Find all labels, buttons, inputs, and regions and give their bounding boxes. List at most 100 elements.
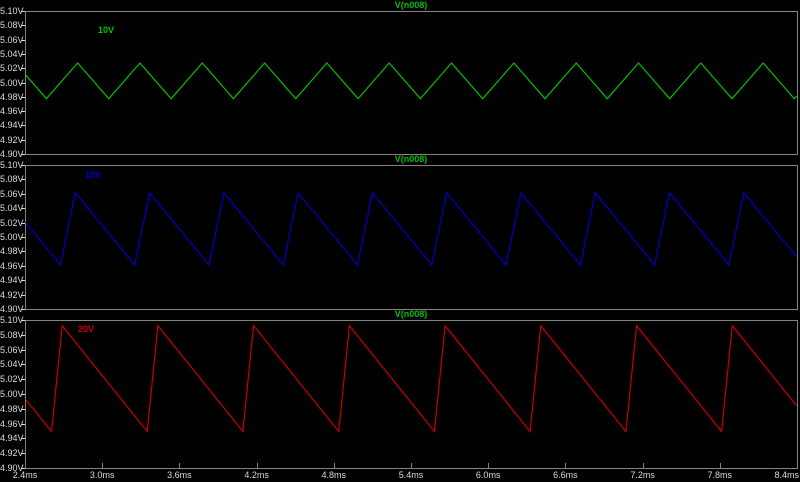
y-axis-tick xyxy=(21,408,25,410)
y-axis-tick xyxy=(21,179,25,181)
y-tick-label[interactable]: 5.04V xyxy=(0,48,24,59)
y-tick-label[interactable]: 4.96V xyxy=(0,106,24,117)
pane2-annotation-15v: 15V xyxy=(85,170,102,180)
y-tick-label[interactable]: 5.04V xyxy=(0,359,24,370)
y-tick-label[interactable]: 4.92V xyxy=(0,134,24,145)
pane1-trace-svg[interactable] xyxy=(25,11,797,155)
y-axis-tick xyxy=(21,237,25,238)
y-tick-label[interactable]: 5.00V xyxy=(0,232,24,242)
y-tick-label[interactable]: 5.08V xyxy=(0,20,24,31)
y-tick-label[interactable]: 5.02V xyxy=(0,374,24,385)
y-tick-label[interactable]: 4.90V xyxy=(0,149,24,159)
pane3-annotation-20v: 20V xyxy=(78,324,95,334)
y-axis-tick xyxy=(21,453,25,455)
y-axis-tick xyxy=(21,25,25,27)
x-axis-tick xyxy=(179,463,181,468)
x-axis-tick xyxy=(333,463,335,468)
y-axis-tick xyxy=(21,280,25,282)
y-axis-tick xyxy=(21,222,25,224)
x-axis-tick xyxy=(256,463,258,468)
y-tick-label[interactable]: 5.02V xyxy=(0,217,24,228)
y-tick-label[interactable]: 4.92V xyxy=(0,448,24,459)
x-axis-tick xyxy=(797,463,798,468)
y-tick-label[interactable]: 5.10V xyxy=(0,6,24,16)
y-axis-tick xyxy=(21,82,25,84)
y-tick-label[interactable]: 5.00V xyxy=(0,389,24,399)
y-axis-tick xyxy=(21,139,25,141)
y-tick-label[interactable]: 5.04V xyxy=(0,203,24,214)
y-tick-label[interactable]: 4.96V xyxy=(0,418,24,429)
y-tick-label[interactable]: 4.94V xyxy=(0,433,24,444)
x-axis-tick xyxy=(25,463,26,468)
y-axis-tick xyxy=(21,309,25,310)
y-axis-tick xyxy=(21,125,25,127)
y-axis-tick xyxy=(21,394,25,395)
y-tick-label[interactable]: 4.94V xyxy=(0,275,24,286)
y-axis-tick xyxy=(21,294,25,296)
y-axis-tick xyxy=(21,423,25,425)
y-tick-label[interactable]: 4.90V xyxy=(0,304,24,314)
pane3-title[interactable]: V(n008) xyxy=(394,309,428,319)
trace-v-n008-green[interactable] xyxy=(25,62,797,100)
pane1-annotation-10v: 10V xyxy=(98,25,115,35)
y-axis-tick xyxy=(21,320,25,321)
x-axis-tick xyxy=(411,463,412,468)
x-tick-label[interactable]: 6.0ms xyxy=(475,470,501,480)
y-axis-tick xyxy=(21,53,25,55)
y-axis-tick xyxy=(21,193,25,195)
pane1-plot-area[interactable] xyxy=(25,11,798,155)
y-axis-tick xyxy=(21,68,25,70)
y-axis-tick xyxy=(21,364,25,366)
y-tick-label[interactable]: 5.10V xyxy=(0,160,24,170)
x-tick-label[interactable]: 6.6ms xyxy=(553,470,578,480)
x-tick-label[interactable]: 4.8ms xyxy=(321,470,347,480)
y-tick-label[interactable]: 5.06V xyxy=(0,344,24,355)
y-tick-label[interactable]: 4.98V xyxy=(0,91,24,102)
y-tick-label[interactable]: 5.10V xyxy=(0,315,24,325)
y-axis-tick xyxy=(21,39,25,41)
pane2-trace-svg[interactable] xyxy=(25,165,797,310)
x-tick-label[interactable]: 3.6ms xyxy=(167,470,192,480)
y-axis-tick xyxy=(21,468,25,469)
y-tick-label[interactable]: 4.90V xyxy=(0,463,24,473)
pane2-plot-area[interactable] xyxy=(25,165,798,310)
y-tick-label[interactable]: 5.06V xyxy=(0,188,24,199)
trace-v-n008-red[interactable] xyxy=(25,324,797,434)
pane3-plot-area[interactable] xyxy=(25,320,798,469)
y-tick-label[interactable]: 5.08V xyxy=(0,329,24,340)
y-tick-label[interactable]: 4.94V xyxy=(0,120,24,131)
y-axis-tick xyxy=(21,111,25,113)
pane2-title[interactable]: V(n008) xyxy=(394,154,428,164)
y-axis-tick xyxy=(21,208,25,210)
x-axis-tick xyxy=(488,463,490,468)
y-tick-label[interactable]: 5.06V xyxy=(0,34,24,45)
x-tick-label[interactable]: 4.2ms xyxy=(244,470,269,480)
x-tick-label[interactable]: 7.2ms xyxy=(630,470,655,480)
y-tick-label[interactable]: 4.92V xyxy=(0,289,24,300)
x-tick-label[interactable]: 2.4ms xyxy=(12,470,38,480)
y-tick-label[interactable]: 5.00V xyxy=(0,77,24,88)
y-tick-label[interactable]: 4.96V xyxy=(0,260,24,271)
y-axis-tick xyxy=(21,154,25,155)
x-axis-tick xyxy=(719,463,721,468)
y-axis-tick xyxy=(21,165,25,166)
y-axis-tick xyxy=(21,96,25,98)
trace-v-n008-blue[interactable] xyxy=(25,191,797,267)
pane1-title[interactable]: V(n008) xyxy=(394,0,428,10)
x-tick-label[interactable]: 5.4ms xyxy=(398,470,424,480)
y-axis-tick xyxy=(21,11,25,12)
y-tick-label[interactable]: 5.08V xyxy=(0,174,24,185)
y-axis-tick xyxy=(21,349,25,351)
x-tick-label[interactable]: 8.4ms xyxy=(774,470,799,480)
y-tick-label[interactable]: 4.98V xyxy=(0,403,24,414)
x-axis-tick xyxy=(565,463,567,468)
y-axis-tick xyxy=(21,438,25,440)
x-tick-label[interactable]: 7.8ms xyxy=(707,470,733,480)
y-tick-label[interactable]: 5.02V xyxy=(0,63,24,74)
pane3-trace-svg[interactable] xyxy=(25,320,797,469)
y-axis-tick xyxy=(21,379,25,381)
y-tick-label[interactable]: 4.98V xyxy=(0,246,24,257)
x-tick-label[interactable]: 3.0ms xyxy=(89,470,115,480)
x-axis-tick xyxy=(642,463,644,468)
